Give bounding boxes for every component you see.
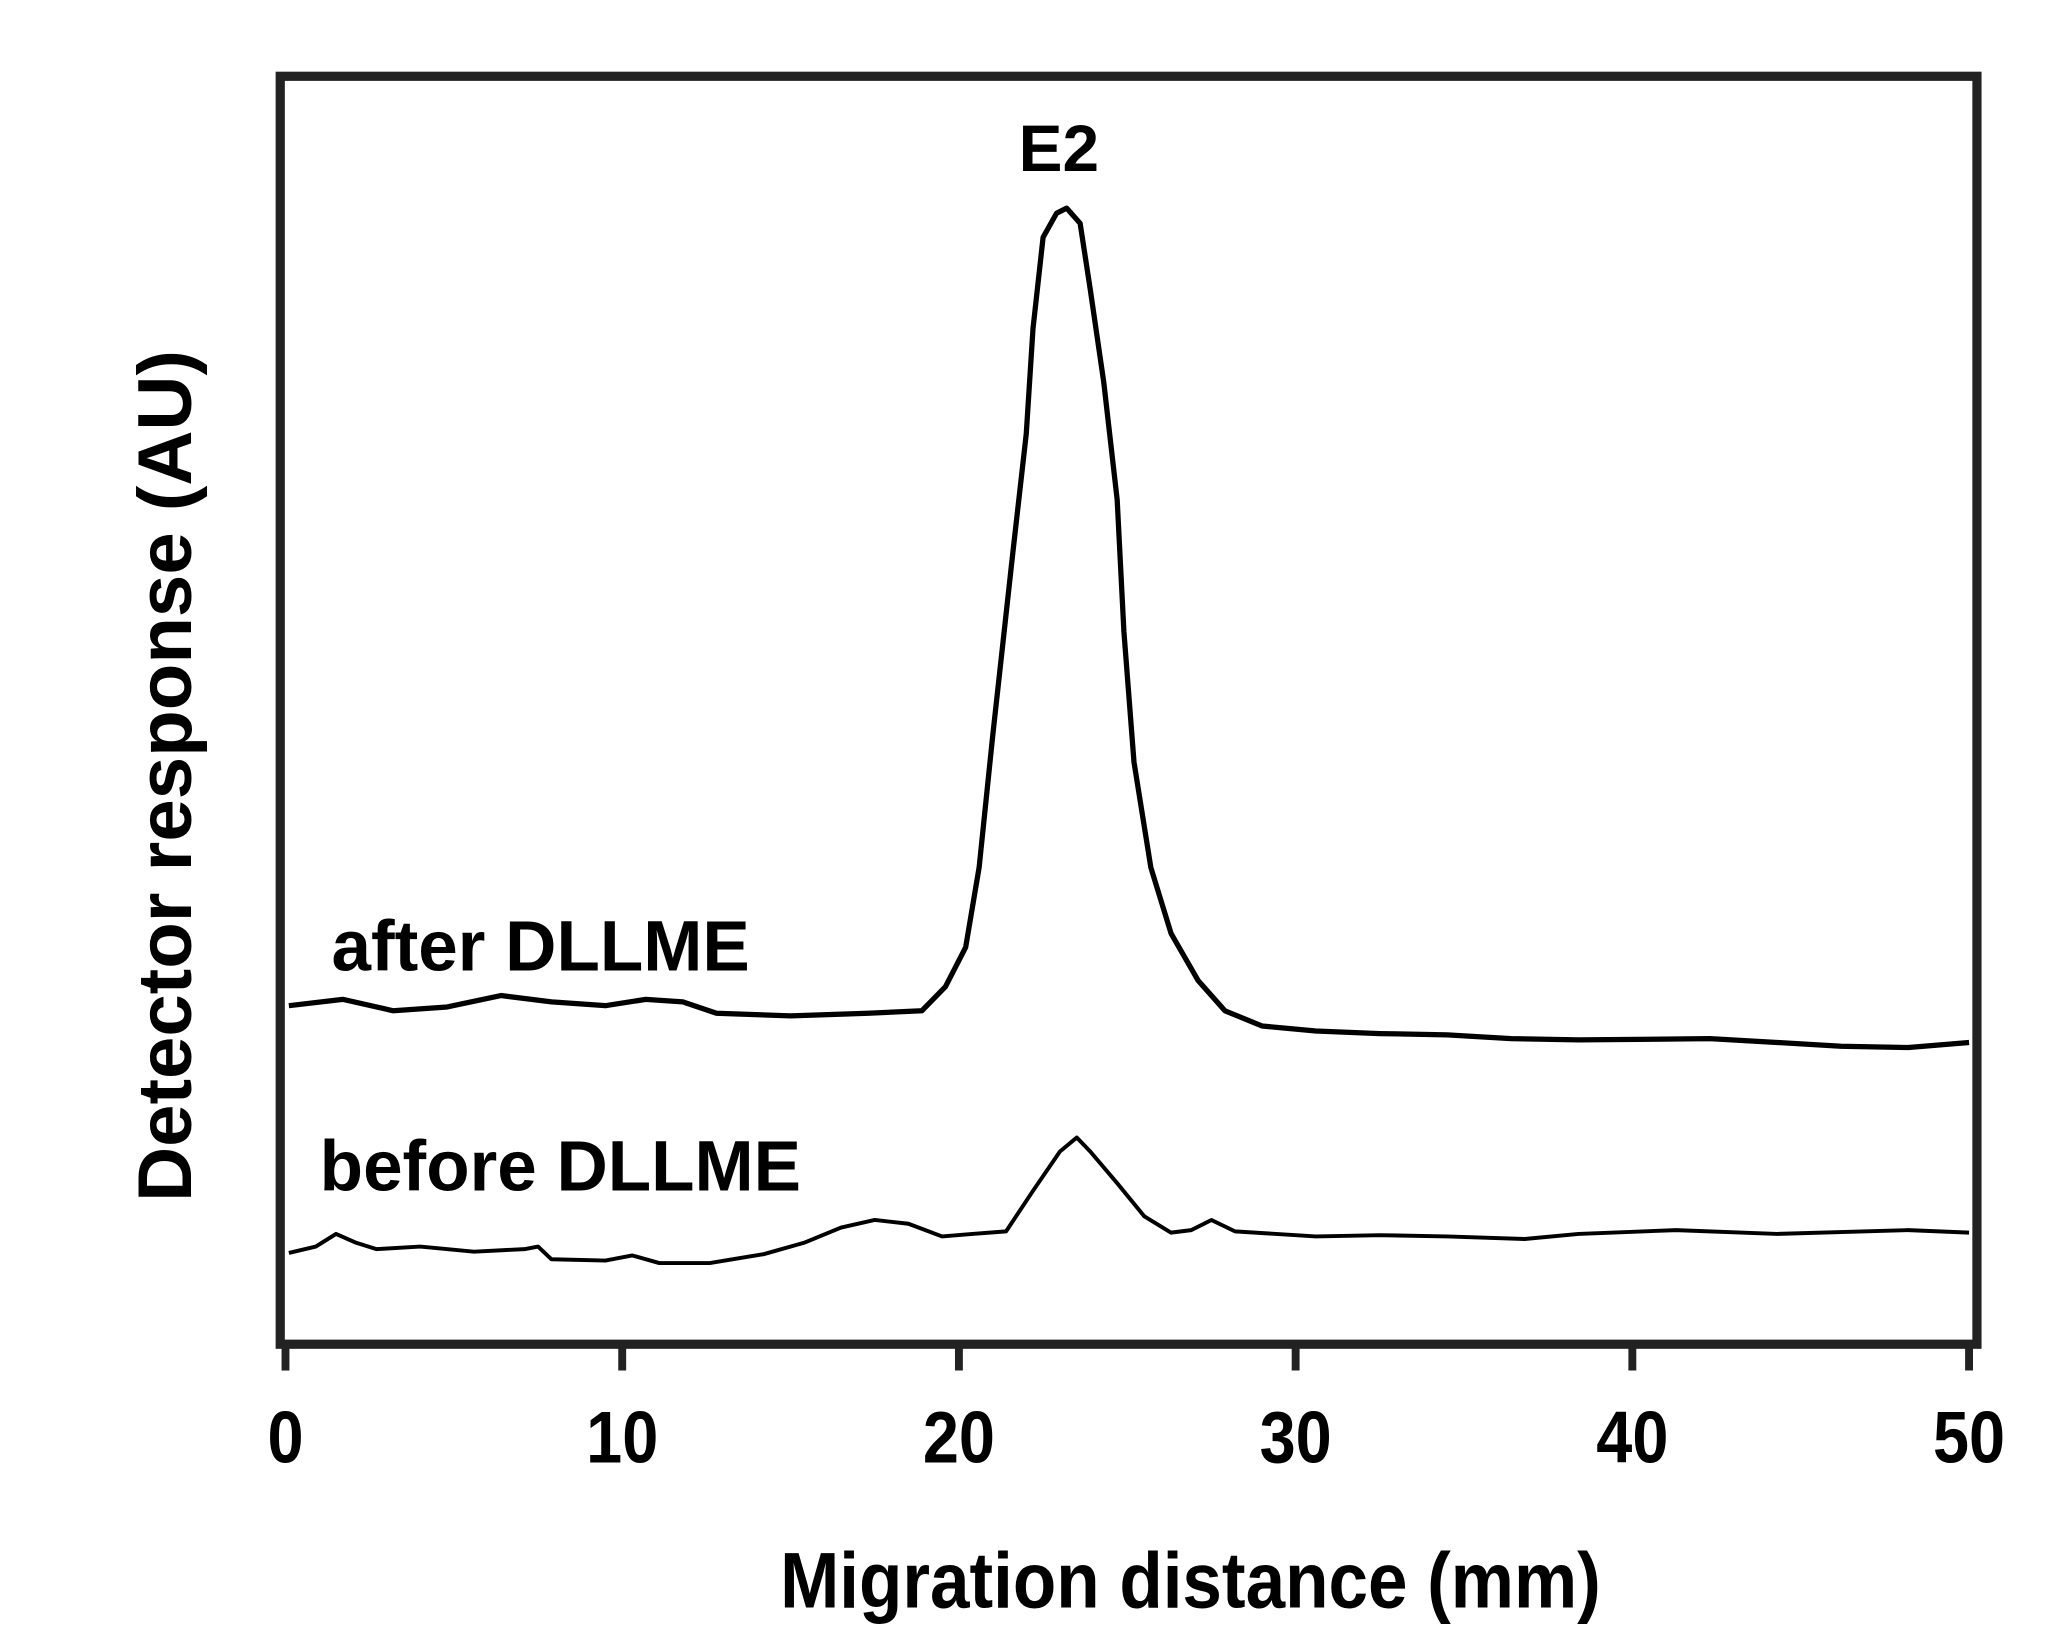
- x-tick-label: 50: [1933, 1396, 2005, 1479]
- series-label-after: after DLLME: [332, 908, 750, 987]
- x-ticks: 0 10 20 30 40 50: [267, 1344, 2005, 1479]
- series-label-before: before DLLME: [320, 1127, 801, 1206]
- x-tick-label: 0: [267, 1396, 303, 1479]
- x-tick-label: 20: [923, 1396, 995, 1479]
- plot-frame: [275, 71, 1982, 1349]
- y-axis-label: Detector response (AU): [123, 350, 208, 1202]
- peak-annotation-e2: E2: [1019, 111, 1099, 185]
- x-tick-label: 30: [1260, 1396, 1332, 1479]
- x-tick-label: 10: [586, 1396, 658, 1479]
- series-lines: [288, 205, 1970, 1266]
- series-line-after-dllme: [288, 205, 1970, 1051]
- x-axis-label: Migration distance (mm): [780, 1536, 1601, 1624]
- series-line-before-dllme: [288, 1135, 1970, 1266]
- x-tick-label: 40: [1596, 1396, 1668, 1479]
